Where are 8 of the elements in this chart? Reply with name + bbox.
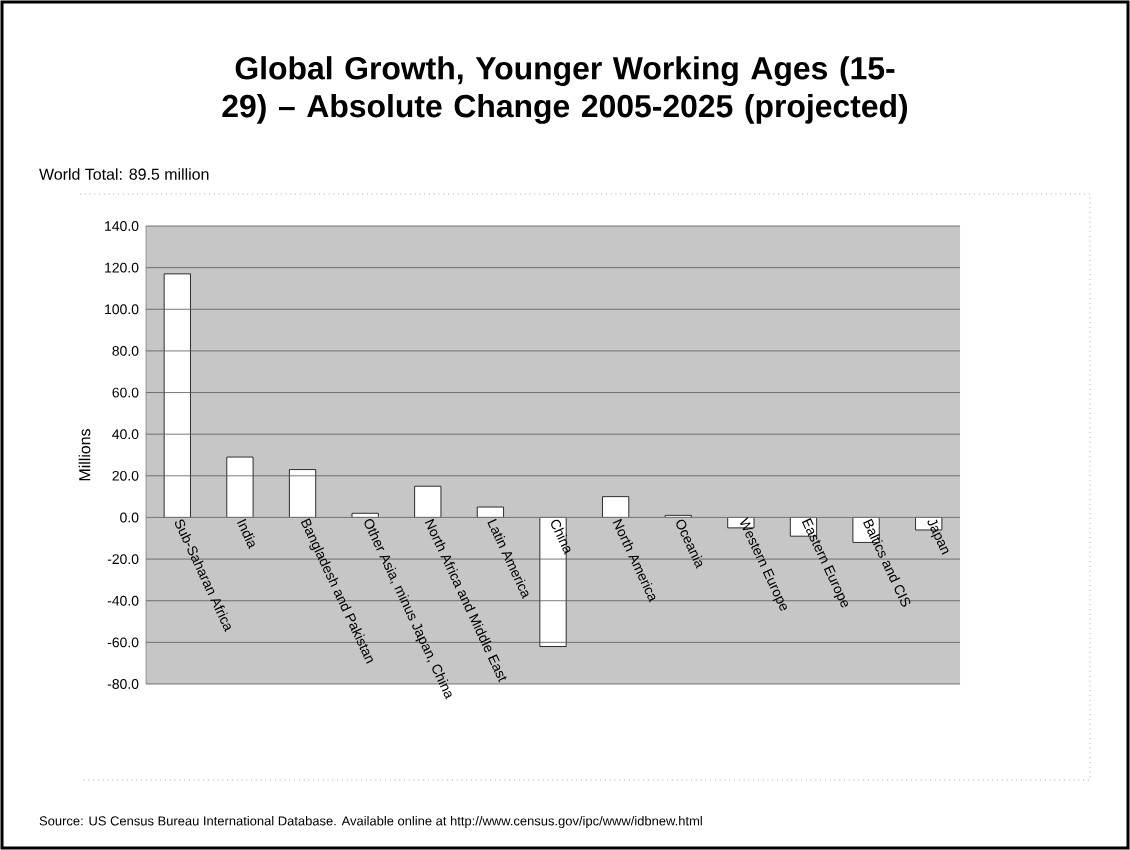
bar [163,273,191,518]
bar [289,469,317,518]
bar [476,506,504,518]
bar [226,456,254,518]
bar [602,496,630,518]
bar [414,485,442,518]
bar [539,517,567,647]
chart-title: Global Growth, Younger Working Ages (15-29) – Absolute Change 2005-2025 (projected) [222,56,908,124]
